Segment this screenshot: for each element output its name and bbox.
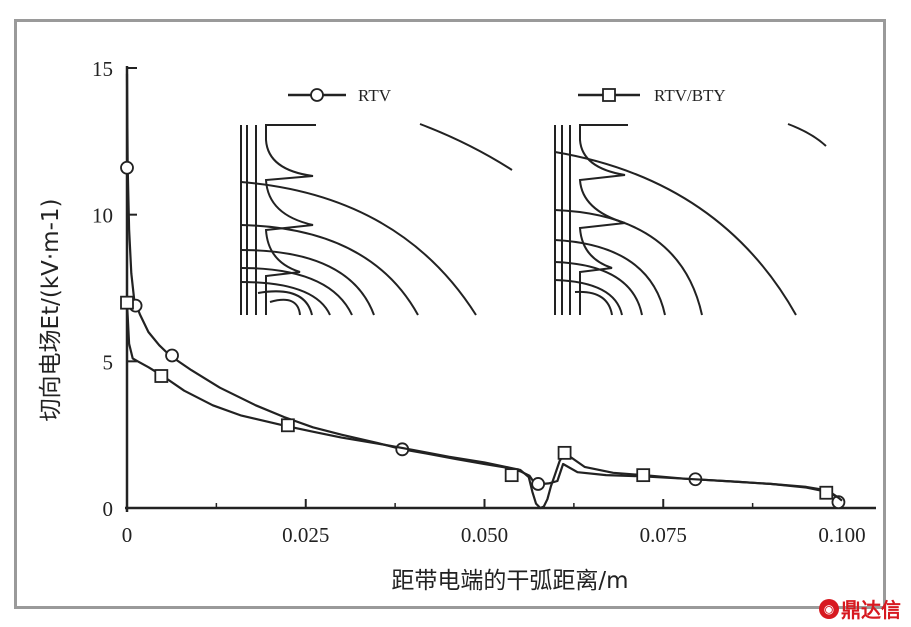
axes [125, 66, 876, 512]
legend-label-rtv-bty: RTV/BTY [654, 86, 726, 105]
data-point-rtv-bty [120, 295, 134, 310]
inset-diagram-rtv [240, 123, 513, 316]
watermark-text: 鼎达信 [841, 598, 901, 622]
legend-marker-square [602, 88, 616, 102]
series-line-rtv [125, 73, 843, 503]
legend: RTV RTV/BTY [288, 86, 726, 105]
watermark-logo: ◉ 鼎达信 [819, 594, 901, 623]
y-tick-label: 0 [103, 497, 114, 521]
data-point-rtv [165, 348, 179, 363]
series-layer [120, 73, 846, 510]
legend-label-rtv: RTV [358, 86, 392, 105]
y-axis-title: 切向电场Et/(kV·m-1) [38, 199, 64, 422]
inset-diagram-rtv-bty [554, 123, 827, 316]
data-point-rtv [120, 160, 134, 175]
data-point-rtv-bty [504, 468, 519, 483]
data-point-rtv-bty [154, 369, 169, 383]
x-tick-label: 0.050 [461, 523, 508, 547]
x-tick-label: 0 [122, 523, 133, 547]
x-tick-label: 0.025 [282, 523, 329, 547]
x-tick-label: 0.075 [640, 523, 687, 547]
data-point-rtv [531, 477, 546, 491]
data-point-rtv-bty [280, 418, 295, 433]
x-axis-title: 距带电端的干弧距离/m [391, 568, 628, 594]
series-line-rtv-bty [125, 302, 843, 510]
series-rtv-bty [120, 295, 843, 510]
y-tick-label: 15 [92, 57, 113, 81]
logo-icon: ◉ [819, 598, 839, 619]
axis-ticks: 0 0.025 0.050 0.075 0.100 0 5 10 15 [92, 57, 866, 547]
series-rtv [120, 73, 846, 510]
y-tick-label: 5 [103, 350, 114, 374]
chart-frame [14, 19, 886, 609]
x-tick-label: 0.100 [818, 523, 865, 547]
y-tick-label: 10 [92, 204, 113, 228]
data-point-rtv-bty [557, 445, 572, 460]
legend-marker-circle [310, 88, 324, 102]
data-point-rtv-bty [636, 468, 651, 483]
data-point-rtv-bty [819, 485, 834, 500]
